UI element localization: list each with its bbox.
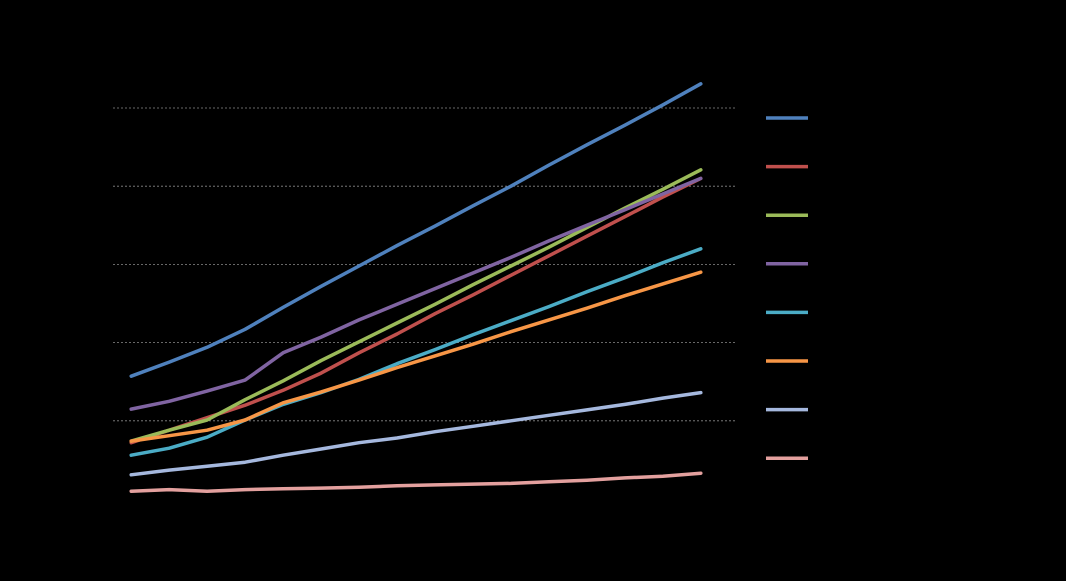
series-line [129, 390, 703, 477]
series-line [129, 176, 703, 445]
series-line [129, 168, 703, 443]
series-line [129, 176, 703, 411]
series-line [129, 247, 703, 457]
series-line [129, 270, 703, 443]
series-line [129, 82, 703, 378]
series-line [129, 471, 703, 493]
